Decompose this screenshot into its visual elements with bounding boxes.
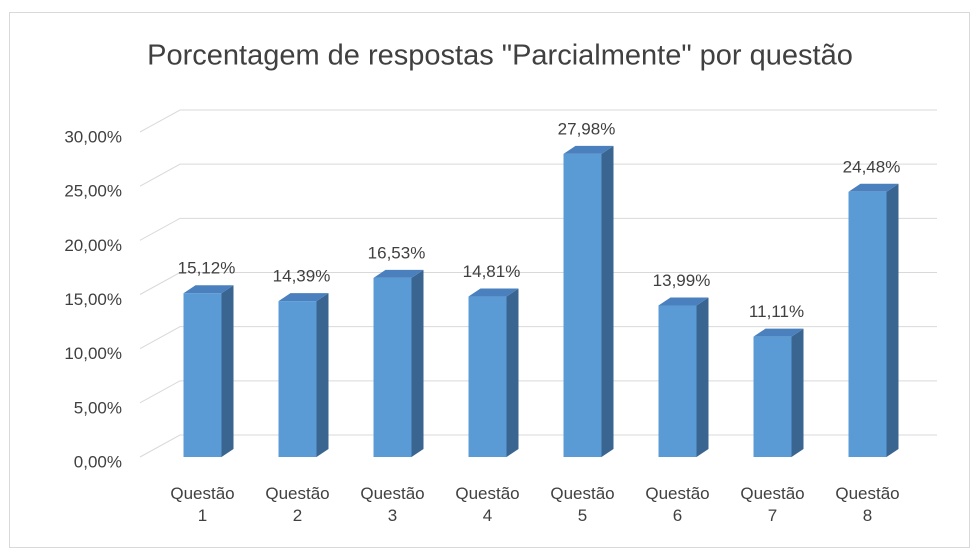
bar-top xyxy=(563,145,614,154)
x-tick-label: Questão 6 xyxy=(645,484,710,525)
y-tick-label: 15,00% xyxy=(64,290,122,309)
chart-title: Porcentagem de respostas "Parcialmente" … xyxy=(147,40,853,72)
data-label: 24,48% xyxy=(843,157,901,176)
bar-side xyxy=(316,293,329,457)
y-tick-label: 10,00% xyxy=(64,344,122,363)
data-label: 16,53% xyxy=(368,243,426,262)
y-tick-label: 20,00% xyxy=(64,236,122,255)
y-tick-label: 0,00% xyxy=(74,452,122,471)
bar-side xyxy=(221,285,234,457)
bar xyxy=(658,305,697,457)
x-tick-label: Questão 1 xyxy=(170,484,235,525)
grid-line xyxy=(139,217,937,241)
bar xyxy=(183,293,222,457)
bar-side xyxy=(886,183,899,458)
bar xyxy=(278,301,317,457)
data-label: 15,12% xyxy=(178,259,236,278)
bar xyxy=(373,277,412,457)
y-tick-label: 25,00% xyxy=(64,182,122,201)
data-label: 14,81% xyxy=(463,262,521,281)
bar xyxy=(848,191,887,458)
bar-side xyxy=(696,297,709,457)
bar-top xyxy=(848,183,899,192)
data-label: 27,98% xyxy=(558,119,616,138)
bar-side xyxy=(411,269,424,457)
bar-side xyxy=(601,145,614,457)
y-tick-label: 30,00% xyxy=(64,127,122,146)
grid-line xyxy=(139,272,937,295)
x-tick-label: Questão 2 xyxy=(265,484,330,525)
bar-top xyxy=(658,297,709,306)
bar-side xyxy=(791,328,804,457)
grid-line xyxy=(139,109,937,133)
chart-border xyxy=(9,12,970,548)
x-tick-label: Questão 5 xyxy=(550,484,615,525)
bar xyxy=(468,296,507,457)
bar-top xyxy=(468,288,519,297)
x-tick-label: Questão 4 xyxy=(455,484,520,525)
y-tick-label: 5,00% xyxy=(74,398,122,417)
bar-top xyxy=(183,285,234,294)
bar-top xyxy=(373,269,424,278)
x-tick-label: Questão 8 xyxy=(835,484,900,525)
x-tick-label: Questão 7 xyxy=(740,484,805,525)
data-label: 14,39% xyxy=(273,267,331,286)
data-label: 11,11% xyxy=(749,302,804,321)
bar xyxy=(563,153,602,457)
x-tick-label: Questão 3 xyxy=(360,484,425,525)
data-label: 13,99% xyxy=(653,271,711,290)
bar xyxy=(753,336,792,457)
grid-line xyxy=(139,163,937,187)
bar-top xyxy=(753,328,804,337)
bar-side xyxy=(506,288,519,457)
bar-top xyxy=(278,293,329,302)
